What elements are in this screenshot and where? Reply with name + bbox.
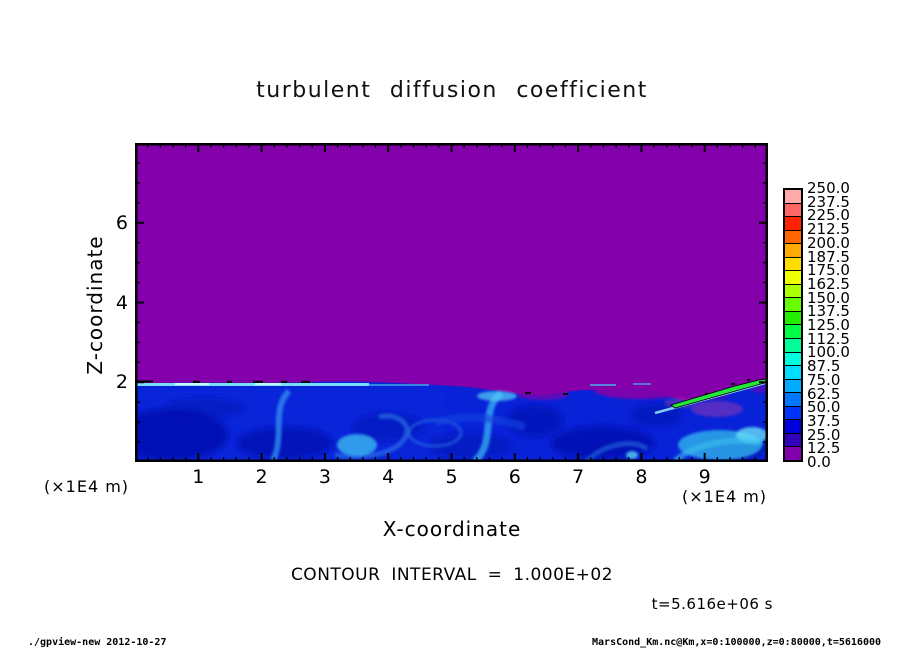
- x-tick-label: 3: [318, 466, 331, 488]
- swirl-arms: [270, 388, 768, 462]
- colorbar-label: 150.0: [807, 288, 850, 307]
- x-tick-label: 2: [255, 466, 268, 488]
- y-tick-label: 2: [115, 371, 128, 394]
- colorbar-cell: [785, 216, 801, 230]
- y-tick-label: 6: [115, 211, 128, 234]
- plot-area: [135, 143, 768, 462]
- colorbar-label: 0.0: [807, 453, 831, 471]
- x-tick-label: 8: [635, 466, 648, 488]
- turbulent-band: [135, 378, 768, 462]
- colorbar-cell: [785, 392, 801, 406]
- colorbar-label: 212.5: [807, 220, 850, 239]
- colorbar-label: 200.0: [807, 233, 850, 252]
- colorbar-cell: [785, 432, 801, 447]
- colorbar: [783, 188, 803, 462]
- colorbar-cell: [785, 446, 801, 460]
- colorbar-cell: [785, 310, 801, 325]
- colorbar-cell: [785, 202, 801, 217]
- colorbar-cell: [785, 378, 801, 393]
- colorbar-label: 75.0: [807, 370, 841, 389]
- colorbar-label: 87.5: [807, 357, 841, 376]
- x-tick-label: 4: [382, 466, 395, 488]
- colorbar-label: 25.0: [807, 425, 841, 444]
- y-tick-label: 4: [115, 291, 128, 314]
- colorbar-label: 175.0: [807, 261, 850, 280]
- colorbar-label: 125.0: [807, 316, 850, 334]
- contour-field: [135, 143, 768, 462]
- colorbar-cell: [785, 256, 801, 271]
- colorbar-cell: [785, 324, 801, 339]
- colorbar-cell: [785, 297, 801, 311]
- colorbar-cell: [785, 243, 801, 257]
- colorbar-label: 100.0: [807, 343, 850, 362]
- colorbar-cell: [785, 338, 801, 352]
- contour-interval-note: CONTOUR INTERVAL = 1.000E+02: [290, 565, 614, 585]
- colorbar-cell: [785, 190, 801, 203]
- x-axis-unit: (×1E4 m): [682, 487, 768, 506]
- colorbar-label: 225.0: [807, 206, 850, 225]
- colorbar-cell: [785, 405, 801, 420]
- green-streak: [654, 378, 768, 415]
- colorbar-label: 112.5: [807, 329, 850, 348]
- colorbar-label: 62.5: [807, 384, 841, 403]
- plot-frame: [135, 143, 768, 462]
- colorbar-cell: [785, 229, 801, 244]
- x-axis-title: X-coordinate: [382, 517, 522, 541]
- x-tick-label: 1: [192, 466, 205, 488]
- interface-streak: [137, 380, 651, 395]
- colorbar-label: 50.0: [807, 398, 841, 417]
- colorbar-cell: [785, 365, 801, 379]
- colorbar-cell: [785, 283, 801, 298]
- colorbar-label: 250.0: [807, 179, 850, 197]
- colorbar-label: 162.5: [807, 274, 850, 293]
- colorbar-cell: [785, 419, 801, 433]
- colorbar-label: 137.5: [807, 302, 850, 321]
- colorbar-cell: [785, 270, 801, 284]
- y-axis-unit: (×1E4 m): [44, 477, 130, 496]
- plot-title: turbulent diffusion coefficient: [256, 78, 648, 103]
- colorbar-label: 12.5: [807, 439, 841, 458]
- footer-command: ./gpview-new 2012-10-27: [28, 637, 167, 648]
- colorbar-cell: [785, 351, 801, 366]
- x-tick-label: 5: [445, 466, 458, 488]
- x-tick-label: 7: [572, 466, 585, 488]
- footer-dataset: MarsCond_Km.nc@Km,x=0:100000,z=0:80000,t…: [592, 637, 881, 648]
- colorbar-label: 187.5: [807, 247, 850, 266]
- colorbar-label: 37.5: [807, 411, 841, 430]
- time-annotation: t=5.616e+06 s: [651, 595, 773, 613]
- x-tick-label: 9: [698, 466, 711, 488]
- x-tick-label: 6: [508, 466, 521, 488]
- colorbar-label: 237.5: [807, 192, 850, 211]
